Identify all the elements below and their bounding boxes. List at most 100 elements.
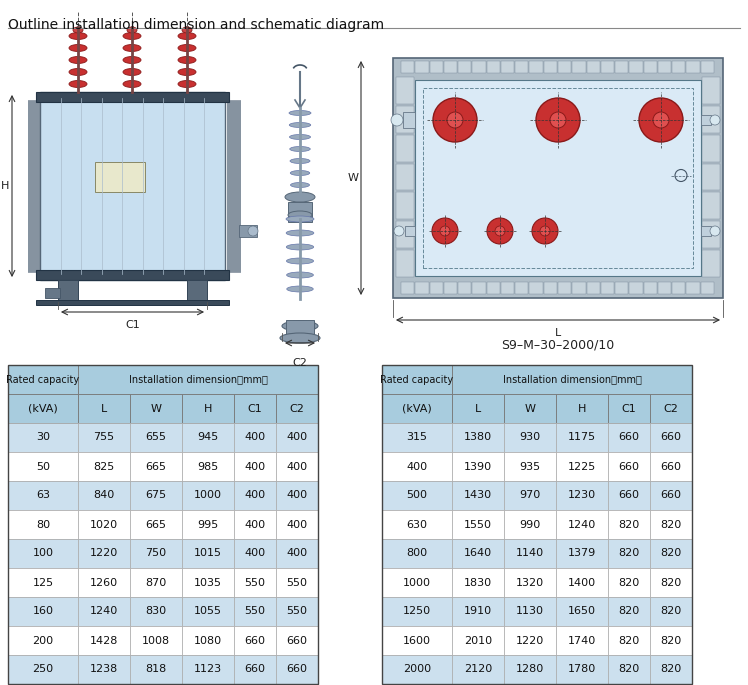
Text: 1230: 1230 bbox=[568, 490, 596, 501]
Bar bbox=[187, 280, 207, 302]
Text: 655: 655 bbox=[146, 432, 167, 443]
Bar bbox=[572, 282, 586, 294]
Text: 660: 660 bbox=[619, 432, 640, 443]
Bar bbox=[382, 481, 452, 510]
Bar bbox=[78, 597, 130, 626]
Bar bbox=[608, 481, 650, 510]
Bar bbox=[615, 282, 628, 294]
Bar bbox=[650, 597, 692, 626]
Bar bbox=[8, 452, 78, 481]
Circle shape bbox=[248, 226, 258, 236]
Ellipse shape bbox=[290, 158, 310, 164]
Bar bbox=[572, 61, 586, 73]
Text: 50: 50 bbox=[36, 462, 50, 471]
Text: L: L bbox=[101, 403, 107, 414]
Bar bbox=[182, 394, 234, 423]
Text: 400: 400 bbox=[406, 462, 428, 471]
Bar bbox=[182, 452, 234, 481]
Bar bbox=[382, 365, 452, 394]
Bar bbox=[650, 539, 692, 568]
Bar bbox=[382, 394, 452, 423]
Text: 1550: 1550 bbox=[464, 519, 492, 530]
Bar bbox=[58, 280, 78, 302]
Bar bbox=[504, 597, 556, 626]
Bar bbox=[40, 92, 225, 280]
Text: 820: 820 bbox=[619, 519, 640, 530]
Bar bbox=[458, 61, 471, 73]
Bar bbox=[182, 539, 234, 568]
Bar bbox=[276, 394, 318, 423]
Text: 935: 935 bbox=[519, 462, 541, 471]
Ellipse shape bbox=[289, 134, 310, 140]
Text: 1428: 1428 bbox=[90, 636, 118, 645]
Bar bbox=[487, 282, 500, 294]
Ellipse shape bbox=[286, 230, 314, 236]
Bar bbox=[78, 423, 130, 452]
Text: 660: 660 bbox=[245, 664, 266, 675]
Bar bbox=[130, 626, 182, 655]
Ellipse shape bbox=[123, 68, 141, 75]
Bar bbox=[556, 655, 608, 684]
Text: 500: 500 bbox=[406, 490, 428, 501]
Bar bbox=[556, 539, 608, 568]
Text: 820: 820 bbox=[660, 606, 681, 616]
Bar bbox=[227, 100, 228, 272]
Ellipse shape bbox=[69, 81, 87, 88]
Bar bbox=[276, 423, 318, 452]
Bar bbox=[239, 225, 257, 237]
Text: 1000: 1000 bbox=[403, 577, 431, 588]
Text: 750: 750 bbox=[145, 549, 167, 558]
Ellipse shape bbox=[286, 216, 314, 222]
Bar bbox=[229, 100, 230, 272]
Text: 125: 125 bbox=[32, 577, 54, 588]
Ellipse shape bbox=[178, 81, 196, 88]
Bar bbox=[130, 597, 182, 626]
Text: 675: 675 bbox=[145, 490, 167, 501]
Bar bbox=[452, 394, 504, 423]
Bar bbox=[701, 115, 711, 125]
Text: H: H bbox=[203, 403, 212, 414]
Bar bbox=[608, 452, 650, 481]
Bar bbox=[608, 626, 650, 655]
Bar bbox=[182, 626, 234, 655]
Bar bbox=[629, 282, 643, 294]
Bar bbox=[78, 365, 318, 394]
Bar bbox=[182, 481, 234, 510]
Text: 30: 30 bbox=[36, 432, 50, 443]
Ellipse shape bbox=[288, 211, 312, 219]
Bar bbox=[382, 597, 452, 626]
Circle shape bbox=[550, 112, 566, 128]
Bar bbox=[452, 655, 504, 684]
Text: 830: 830 bbox=[145, 606, 167, 616]
Bar bbox=[396, 164, 414, 190]
Bar bbox=[382, 626, 452, 655]
Text: 820: 820 bbox=[660, 577, 681, 588]
Bar bbox=[182, 423, 234, 452]
Bar bbox=[396, 135, 414, 162]
Circle shape bbox=[432, 218, 458, 244]
Bar bbox=[286, 320, 314, 338]
Bar bbox=[396, 106, 414, 133]
Text: 1640: 1640 bbox=[464, 549, 492, 558]
Text: Rated capacity: Rated capacity bbox=[7, 375, 79, 384]
Text: 550: 550 bbox=[286, 577, 307, 588]
Bar bbox=[556, 626, 608, 655]
Text: Rated capacity: Rated capacity bbox=[381, 375, 453, 384]
Ellipse shape bbox=[286, 286, 313, 292]
Bar bbox=[530, 61, 543, 73]
Text: 800: 800 bbox=[406, 549, 428, 558]
Text: 1380: 1380 bbox=[464, 432, 492, 443]
Ellipse shape bbox=[178, 68, 196, 75]
Bar bbox=[78, 510, 130, 539]
Bar bbox=[672, 282, 685, 294]
Circle shape bbox=[447, 112, 463, 128]
Text: (kVA): (kVA) bbox=[28, 403, 58, 414]
Bar bbox=[234, 423, 276, 452]
Ellipse shape bbox=[182, 27, 192, 33]
Text: 660: 660 bbox=[619, 490, 640, 501]
Text: 820: 820 bbox=[619, 577, 640, 588]
Bar bbox=[8, 597, 78, 626]
Bar bbox=[473, 61, 485, 73]
Bar bbox=[608, 568, 650, 597]
Bar bbox=[393, 58, 723, 298]
